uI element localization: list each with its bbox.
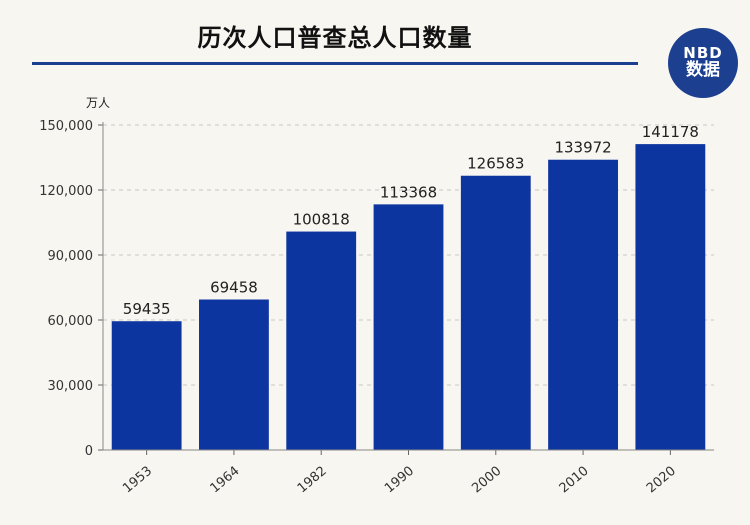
y-axis-unit: 万人 bbox=[86, 96, 110, 110]
x-tick-label: 1964 bbox=[208, 464, 243, 497]
logo-text-bottom: 数据 bbox=[686, 59, 720, 80]
nbd-logo: NBD 数据 bbox=[668, 28, 738, 98]
chart-title: 历次人口普查总人口数量 bbox=[197, 24, 473, 52]
y-tick-label: 60,000 bbox=[48, 314, 94, 329]
x-tick-label: 2000 bbox=[469, 464, 504, 497]
y-axis: 0 30,000 60,000 90,000 120,000 150,000 bbox=[39, 119, 104, 459]
bar-value-label: 100818 bbox=[293, 211, 350, 229]
x-tick-label: 1953 bbox=[120, 464, 155, 497]
bar-1953 bbox=[111, 321, 182, 450]
x-axis: 1953 1964 1982 1990 2000 2010 2020 bbox=[103, 449, 714, 497]
x-tick-label: 2020 bbox=[644, 464, 679, 497]
bar-1964 bbox=[199, 299, 269, 450]
bar-value-label: 126583 bbox=[467, 155, 524, 173]
bar-value-label: 59435 bbox=[123, 300, 171, 318]
title-underline bbox=[32, 62, 638, 65]
logo-text-top: NBD bbox=[683, 44, 723, 63]
y-tick-label: 0 bbox=[85, 444, 93, 459]
bar-value-label: 141178 bbox=[642, 123, 699, 141]
bar-2020 bbox=[635, 144, 706, 451]
bar-value-label: 69458 bbox=[210, 279, 258, 297]
bar-2010 bbox=[548, 159, 618, 450]
bar-2000 bbox=[460, 175, 531, 451]
bars: 59435 69458 100818 113368 126583 133972 141178 bbox=[111, 123, 706, 451]
y-tick-label: 120,000 bbox=[39, 184, 93, 199]
x-tick-label: 1982 bbox=[295, 464, 330, 497]
bar-1982 bbox=[286, 231, 357, 450]
bar-1990 bbox=[373, 204, 444, 450]
y-tick-label: 150,000 bbox=[39, 119, 93, 134]
x-tick-label: 2010 bbox=[557, 464, 592, 497]
bar-value-label: 113368 bbox=[380, 183, 437, 201]
y-tick-label: 30,000 bbox=[48, 379, 94, 394]
y-tick-label: 90,000 bbox=[48, 249, 94, 264]
bar-value-label: 133972 bbox=[554, 139, 611, 157]
x-tick-label: 1990 bbox=[382, 464, 417, 497]
